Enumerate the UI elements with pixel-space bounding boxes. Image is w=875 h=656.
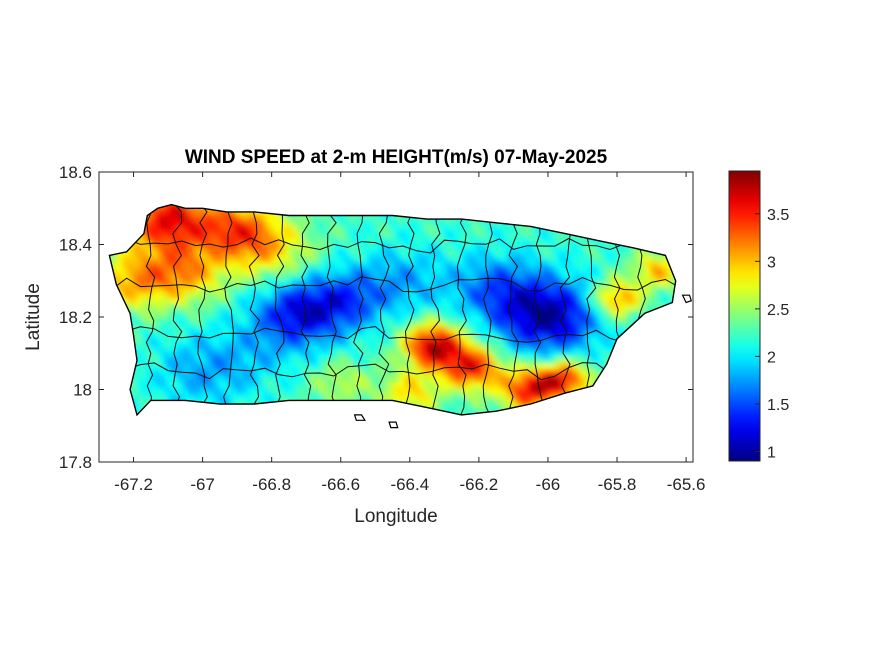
municipality-boundary	[109, 362, 676, 381]
municipality-boundary	[109, 276, 676, 293]
x-tick-label: -65.8	[598, 475, 637, 494]
municipality-boundary	[456, 204, 467, 415]
municipality-boundary	[109, 237, 676, 254]
x-axis: -67.2 -67 -66.8 -66.6 -66.4 -66.2 -66 -65.8 -65.…	[114, 172, 705, 494]
municipality-boundary	[300, 204, 312, 415]
colorbar-tick-label: 2.5	[767, 302, 789, 319]
islet-outline	[681, 294, 693, 304]
municipality-boundary	[533, 204, 545, 415]
y-tick-label: 18.2	[59, 308, 92, 327]
municipality-boundary	[482, 204, 493, 415]
municipality-boundary	[248, 204, 261, 415]
y-tick-label: 18.4	[59, 236, 92, 255]
y-axis: 17.8 18 18.2 18.4 18.6	[59, 163, 693, 472]
colorbar-tick-label: 1.5	[767, 397, 789, 414]
x-tick-label: -66.4	[390, 475, 429, 494]
municipality-boundary	[109, 325, 676, 343]
y-tick-label: 18	[73, 381, 92, 400]
small-islets	[353, 294, 693, 429]
colorbar-frame	[728, 170, 761, 462]
municipality-boundary	[171, 204, 183, 415]
island-coastline	[108, 203, 677, 417]
municipality-boundary	[274, 204, 285, 415]
municipality-boundary	[223, 204, 234, 415]
colorbar-tick-label: 3	[767, 254, 776, 271]
map-plot-area	[98, 171, 694, 463]
x-tick-label: -66.6	[321, 475, 360, 494]
x-tick-label: -66.2	[460, 475, 499, 494]
x-tick-label: -67.2	[114, 475, 153, 494]
municipality-boundary	[197, 204, 208, 415]
colorbar-tick-label: 3.5	[767, 207, 789, 224]
x-axis-label: Longitude	[354, 506, 437, 527]
municipality-boundary	[404, 204, 415, 415]
municipality-boundary	[145, 204, 156, 415]
colorbar-ticks: 1 1.5 2 2.5 3 3.5	[755, 207, 789, 461]
municipality-boundary	[326, 204, 337, 415]
municipality-boundary	[378, 204, 390, 415]
islet-outline	[388, 421, 399, 429]
chart-title: WIND SPEED at 2-m HEIGHT(m/s) 07-May-202…	[185, 147, 608, 168]
colorbar: 1 1.5 2 2.5 3 3.5	[728, 170, 789, 462]
y-tick-label: 17.8	[59, 453, 92, 472]
municipality-boundary	[508, 204, 519, 415]
x-tick-label: -65.6	[667, 475, 706, 494]
x-tick-label: -66.8	[252, 475, 291, 494]
municipality-boundary	[430, 204, 441, 415]
y-axis-label: Latitude	[23, 283, 44, 351]
municipality-boundary	[353, 204, 364, 415]
colorbar-tick-label: 1	[767, 444, 776, 461]
islet-outline	[353, 414, 366, 421]
colorbar-tick-label: 2	[767, 349, 776, 366]
y-tick-label: 18.6	[59, 163, 92, 182]
colorbar-gradient	[729, 171, 760, 461]
x-tick-label: -67	[190, 475, 215, 494]
municipality-boundary	[559, 204, 571, 415]
x-tick-label: -66	[536, 475, 561, 494]
